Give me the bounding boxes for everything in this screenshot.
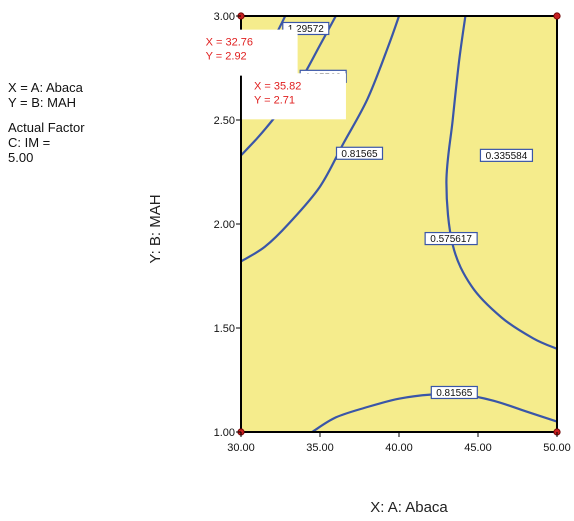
flag-y-text: Y = 2.71 [254,94,295,106]
y-tick-label: 1.50 [214,323,235,335]
contour-label-text: 0.81565 [341,149,378,160]
contour-label-box [430,385,478,400]
flag-x-text: X = 32.76 [206,37,253,49]
actual-factor-name: C: IM = [8,135,51,150]
corner-marker-2 [553,12,561,20]
x-tick-label: 40.00 [385,442,413,454]
flag-box [193,29,298,76]
flag-x-text: X = 35.82 [254,80,301,92]
contour-label-box [479,148,534,162]
x-tick-label: 35.00 [306,442,334,454]
contour-line-5 [311,392,558,433]
contour-label-3: 0.81565 [335,146,384,160]
y-axis-title: Y: B: MAH [147,194,164,263]
factor-info-panel: X = A: Abaca Y = B: MAH Actual Factor C:… [8,80,85,175]
flag-1: X = 32.76 Y = 2.92 [193,29,298,76]
y-tick-label: 2.00 [214,219,235,231]
x-tick-label: 50.00 [543,442,571,454]
contour-label-6: 0.81565 [430,385,478,400]
y-tick-label: 1.00 [214,427,235,439]
y-axis-ticks: 1.00 1.50 2.00 2.50 3.00 [214,11,241,439]
contour-line-3 [240,15,401,263]
actual-factor-value: 5.00 [8,150,34,165]
contour-label-box [424,231,478,246]
flag-2: X = 35.82 Y = 2.71 [241,73,346,120]
x-axis-title: X: A: Abaca [370,499,448,516]
flag-box [241,73,346,120]
x-axis-ticks: 30.00 35.00 40.00 45.00 50.00 [227,432,571,454]
flags: X = 32.76 Y = 2.92 X = 35.82 Y = 2.71 [193,29,346,120]
y-tick-label: 3.00 [214,11,235,23]
contour-label-box [335,146,384,160]
y-factor-text: Y = B: MAH [8,95,77,110]
contour-label-text: 1.29572 [288,24,325,35]
contour-label-text: 0.81565 [436,388,473,399]
x-tick-label: 30.00 [227,442,255,454]
actual-factor-heading: Actual Factor [8,120,85,135]
contour-label-4: 0.335584 [479,148,534,162]
y-tick-label: 2.50 [214,115,235,127]
contour-label-text: 0.335584 [486,151,528,162]
contour-label-5: 0.575617 [424,231,478,246]
flag-y-text: Y = 2.92 [206,51,247,63]
x-tick-label: 45.00 [464,442,492,454]
contour-label-text: 0.575617 [430,234,472,245]
x-factor-text: X = A: Abaca [8,80,83,95]
